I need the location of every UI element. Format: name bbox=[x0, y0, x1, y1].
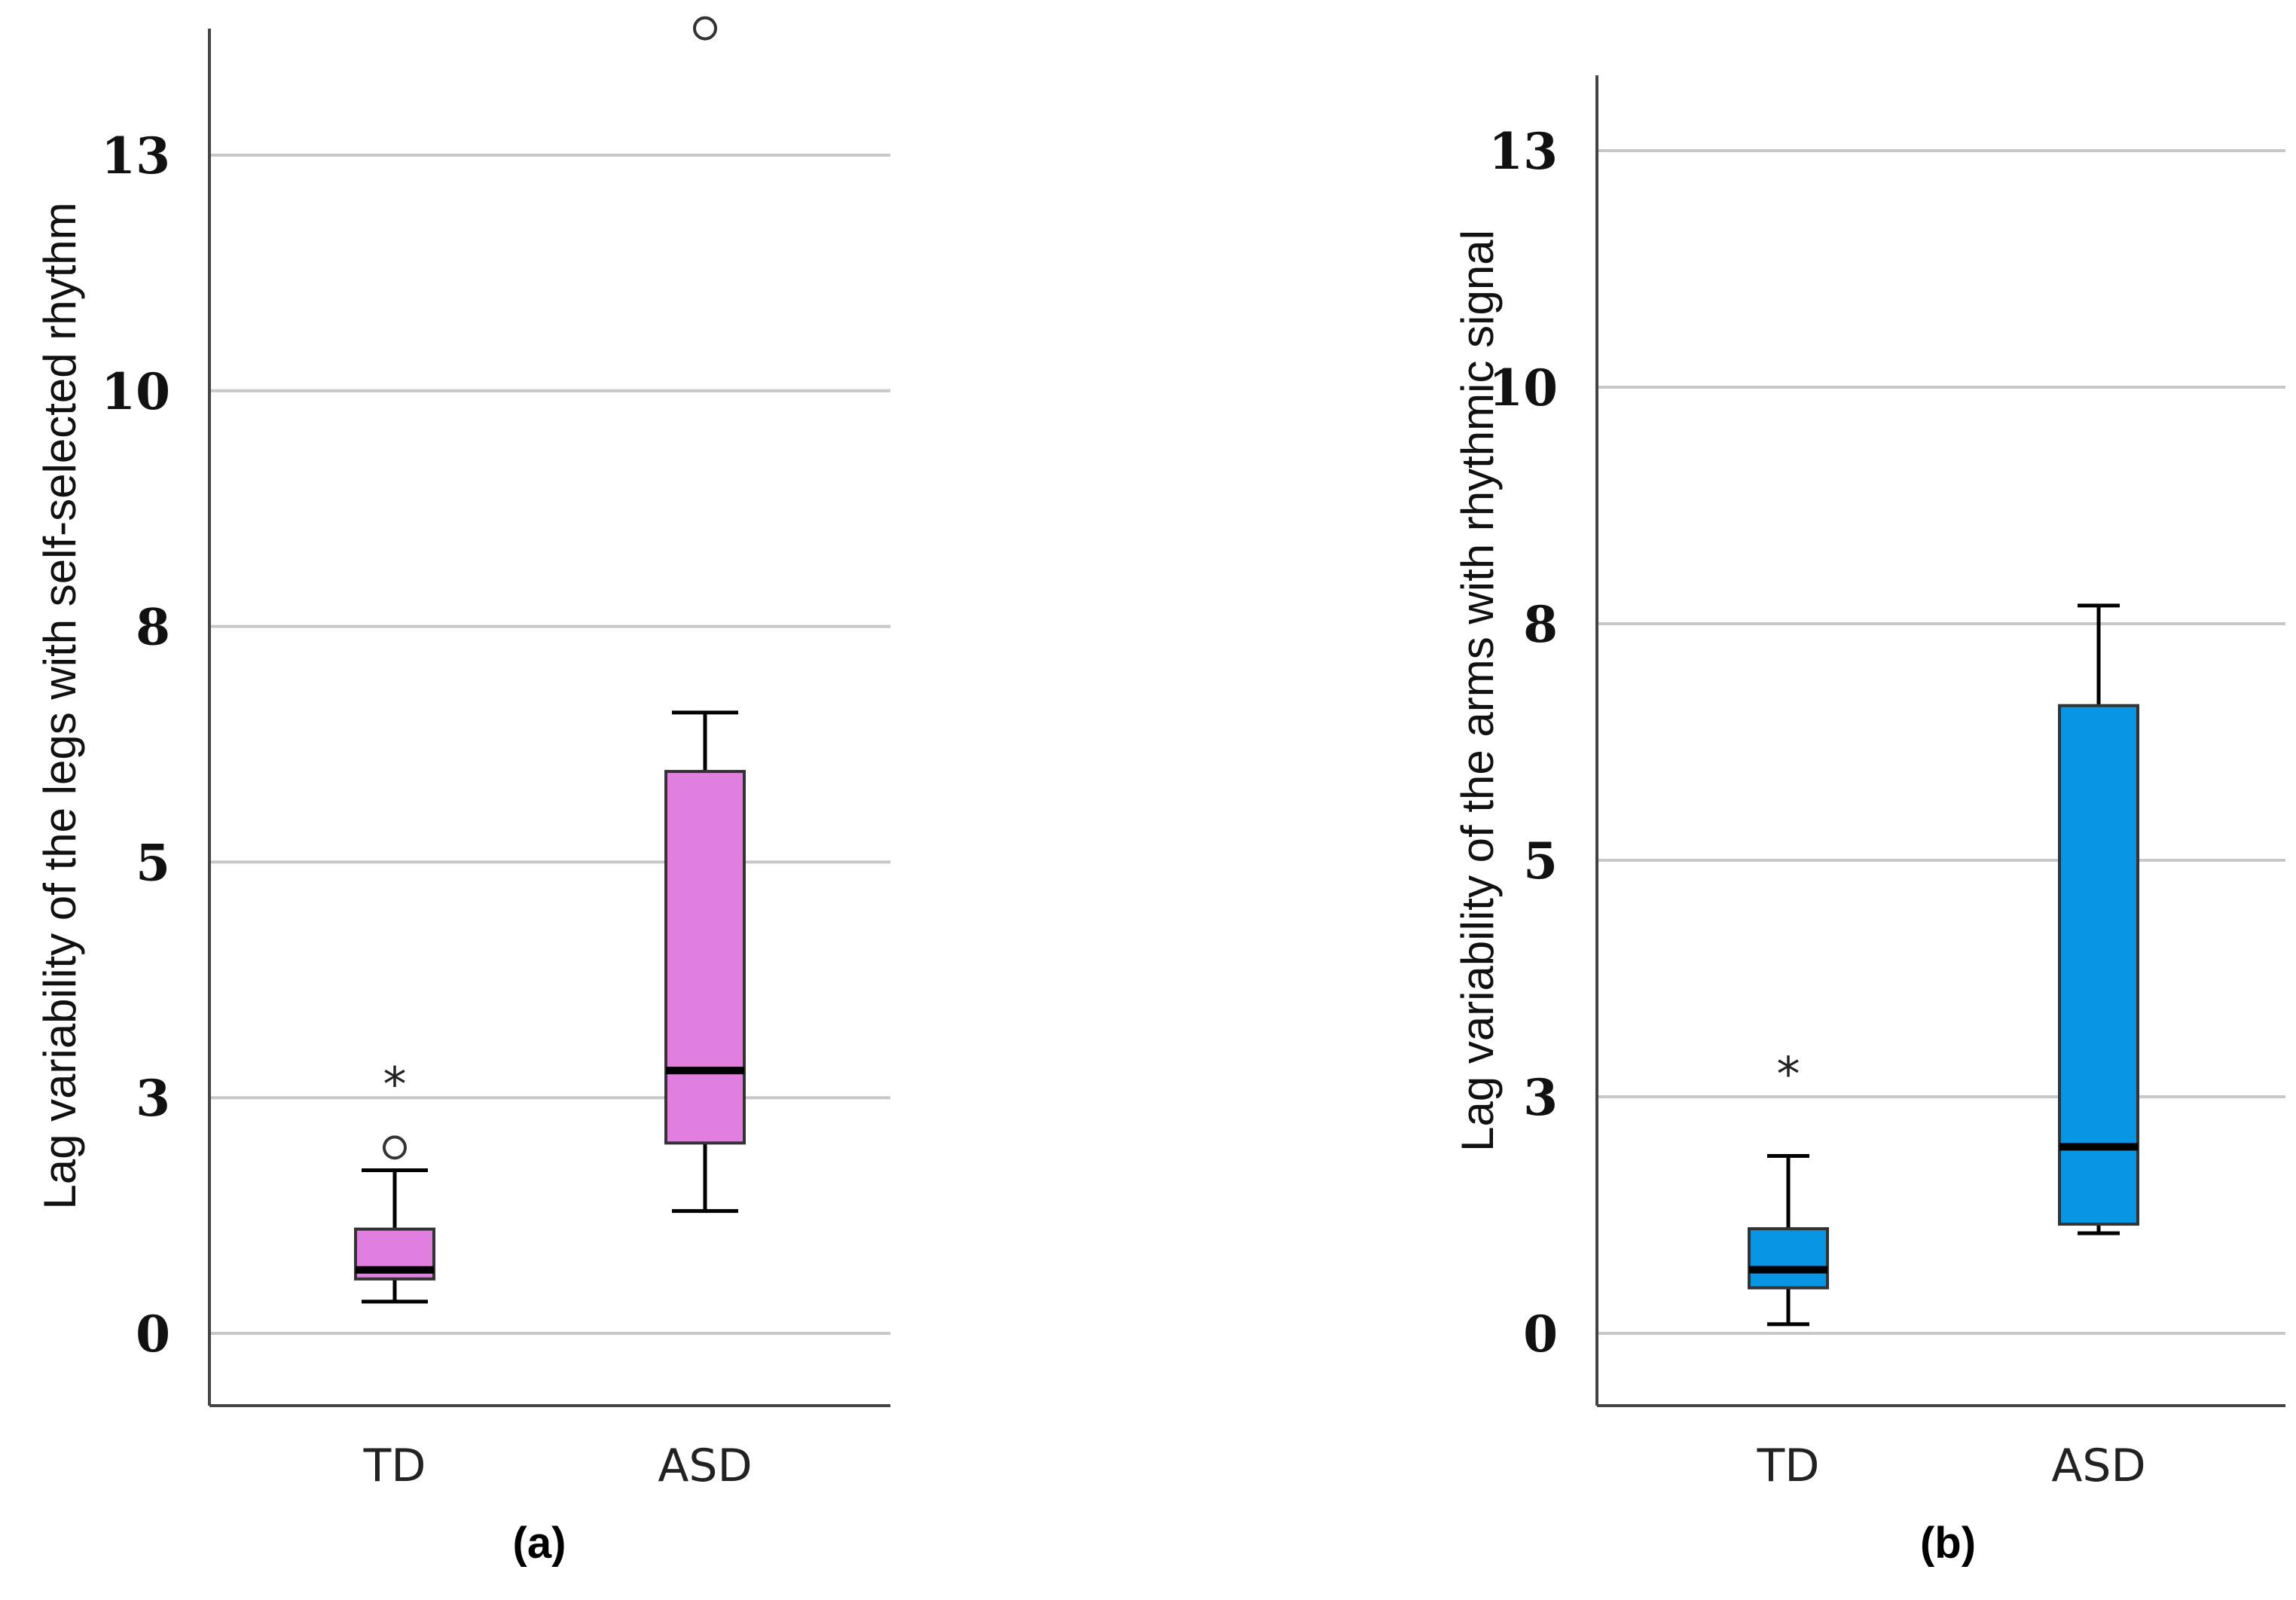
x-category-td: TD bbox=[1757, 1440, 1820, 1492]
box-td: * bbox=[354, 1057, 435, 1304]
axes bbox=[1595, 75, 2285, 1407]
extreme-point: * bbox=[383, 1057, 407, 1112]
x-category-td: TD bbox=[363, 1440, 426, 1492]
y-tick-5: 5 bbox=[136, 833, 170, 892]
axes bbox=[208, 29, 890, 1407]
category-labels: TD ASD bbox=[363, 1440, 753, 1492]
iqr-box bbox=[664, 770, 746, 1145]
y-tick-8: 8 bbox=[136, 598, 170, 657]
box-td: * bbox=[1748, 1047, 1829, 1327]
boxes: * bbox=[1748, 603, 2139, 1327]
y-tick-10: 10 bbox=[101, 362, 170, 421]
y-tick-3: 3 bbox=[136, 1069, 170, 1128]
panel-label: (b) bbox=[1920, 1519, 1976, 1568]
box-asd bbox=[2058, 603, 2139, 1235]
boxplot-chart-a: 0 3 5 8 10 13 * TD ASD Lag variability of the … bbox=[35, 16, 890, 1568]
chart-panel-a: 0 3 5 8 10 13 * TD ASD Lag variability of the … bbox=[35, 16, 890, 1568]
y-tick-labels: 0 3 5 8 10 13 bbox=[1488, 122, 1558, 1363]
y-tick-labels: 0 3 5 8 10 13 bbox=[101, 127, 170, 1363]
y-tick-3: 3 bbox=[1523, 1068, 1558, 1127]
y-tick-5: 5 bbox=[1523, 832, 1558, 890]
chart-panel-b: 0 3 5 8 10 13 * TD ASD Lag variability of the … bbox=[1148, 0, 2296, 1600]
iqr-box bbox=[2058, 704, 2139, 1226]
y-tick-13: 13 bbox=[101, 127, 170, 185]
grid-lines bbox=[209, 154, 890, 1335]
y-tick-8: 8 bbox=[1523, 595, 1558, 654]
x-category-asd: ASD bbox=[658, 1440, 752, 1492]
y-tick-10: 10 bbox=[1488, 359, 1558, 417]
x-category-asd: ASD bbox=[2051, 1440, 2145, 1492]
box-asd bbox=[664, 16, 746, 1214]
extreme-point: * bbox=[1777, 1047, 1800, 1102]
y-tick-13: 13 bbox=[1488, 122, 1558, 181]
panel-label: (a) bbox=[513, 1519, 566, 1568]
boxplot-chart-b: 0 3 5 8 10 13 * TD ASD Lag variability of the … bbox=[1452, 75, 2285, 1568]
category-labels: TD ASD bbox=[1757, 1440, 2146, 1492]
grid-lines bbox=[1597, 149, 2285, 1335]
y-axis-label: Lag variability of the legs with self-se… bbox=[35, 202, 85, 1209]
iqr-box bbox=[1748, 1227, 1829, 1290]
outlier-point bbox=[693, 16, 717, 41]
boxes: * bbox=[354, 16, 746, 1304]
y-tick-0: 0 bbox=[1523, 1305, 1558, 1363]
y-axis-label: Lag variability of the arms with rhythmi… bbox=[1452, 230, 1503, 1152]
y-tick-0: 0 bbox=[136, 1305, 170, 1363]
outlier-point bbox=[383, 1135, 407, 1160]
